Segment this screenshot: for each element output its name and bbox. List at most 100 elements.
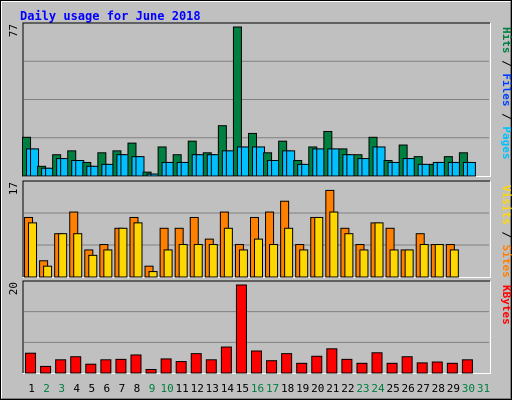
bar-kbytes-day-8 <box>130 354 142 374</box>
x-tick-label: 1 <box>28 382 35 395</box>
x-tick-label: 26 <box>402 382 415 395</box>
bar-kbytes-day-5 <box>85 363 97 374</box>
x-tick-label: 21 <box>326 382 339 395</box>
x-tick-label: 14 <box>221 382 235 395</box>
x-tick-label: 30 <box>462 382 475 395</box>
bar-sites-day-13 <box>208 244 218 278</box>
bar-kbytes-day-9 <box>145 368 157 374</box>
x-tick-label: 9 <box>149 382 156 395</box>
bar-sites-day-4 <box>73 233 83 278</box>
bar-sites-day-15 <box>238 249 248 278</box>
legend-sites: Sites <box>500 245 512 278</box>
x-tick-label: 17 <box>266 382 279 395</box>
bar-sites-day-14 <box>223 227 233 278</box>
bar-sites-day-23 <box>359 249 369 278</box>
x-tick-label: 3 <box>58 382 65 395</box>
bar-kbytes-day-17 <box>266 360 278 374</box>
bar-sites-day-3 <box>58 233 68 278</box>
plot-edge-dark <box>22 280 490 373</box>
side-legend: Hits / Files / Pages <box>500 27 512 160</box>
plot-edge-dark <box>22 180 490 277</box>
x-tick-label: 27 <box>417 382 430 395</box>
plot-edge-light <box>23 281 491 374</box>
bar-sites-day-9 <box>148 271 158 278</box>
bar-kbytes-day-25 <box>386 362 398 374</box>
bar-kbytes-day-4 <box>70 356 82 374</box>
bar-kbytes-day-27 <box>416 362 428 374</box>
bar-sites-day-11 <box>178 244 188 278</box>
bar-kbytes-day-23 <box>356 362 368 374</box>
bar-kbytes-day-20 <box>311 355 323 374</box>
x-tick-label: 29 <box>447 382 460 395</box>
bar-kbytes-day-29 <box>446 362 458 374</box>
bar-kbytes-day-11 <box>175 361 187 374</box>
legend-separator: / <box>500 54 512 74</box>
x-tick-label: 16 <box>251 382 264 395</box>
x-tick-label: 24 <box>371 382 385 395</box>
plot-edge-dark <box>22 22 490 176</box>
bar-sites-day-22 <box>344 233 354 278</box>
bar-sites-day-26 <box>404 249 414 278</box>
legend-visits: Visits <box>500 185 512 225</box>
x-tick-label: 19 <box>296 382 309 395</box>
legend-kbytes: KBytes <box>500 285 512 325</box>
legend-separator: / <box>500 225 512 245</box>
bar-kbytes-day-6 <box>100 359 112 374</box>
bar-sites-day-16 <box>254 238 263 278</box>
bar-kbytes-day-13 <box>205 359 217 374</box>
bar-kbytes-day-15 <box>235 284 247 374</box>
bar-sites-day-2 <box>43 265 53 278</box>
bar-sites-day-5 <box>88 254 98 278</box>
plot-edge-light <box>23 23 491 177</box>
bar-sites-day-29 <box>449 249 459 278</box>
bar-sites-day-18 <box>284 227 294 278</box>
legend-files: Files <box>500 73 512 106</box>
legend-separator: / <box>500 107 512 127</box>
x-tick-label: 7 <box>119 382 126 395</box>
chart-title: Daily usage for June 2018 <box>20 9 201 23</box>
bar-kbytes-day-1 <box>25 352 37 374</box>
bar-pages-day-30 <box>466 161 476 177</box>
panel-3: 20 KBytes <box>7 280 512 374</box>
bar-kbytes-day-30 <box>461 359 473 374</box>
bar-kbytes-day-12 <box>190 353 202 374</box>
x-tick-label: 8 <box>134 382 141 395</box>
bar-sites-day-25 <box>389 249 399 278</box>
x-axis-labels: 1 2 3 4 5 6 7 8 9 10 11 12 13 14 15 16 17 18 19 20 21 22 23 24 2… <box>28 382 490 395</box>
bar-pages-day-1 <box>30 148 40 177</box>
bar-kbytes-day-18 <box>281 353 293 374</box>
bar-sites-day-8 <box>133 222 143 278</box>
x-tick-label: 10 <box>160 382 173 395</box>
chart-panels: 77 Hits / Files / Pages 17 Visits / Sites 20… <box>7 22 512 374</box>
bar-sites-day-17 <box>269 244 279 278</box>
bar-sites-day-28 <box>434 244 444 278</box>
x-tick-label: 13 <box>206 382 219 395</box>
bar-kbytes-day-19 <box>296 362 308 374</box>
x-tick-label: 2 <box>43 382 50 395</box>
bar-sites-day-24 <box>374 222 384 278</box>
bar-kbytes-day-3 <box>55 359 67 374</box>
y-max-label: 17 <box>7 182 20 195</box>
bar-sites-day-10 <box>163 249 173 278</box>
bar-sites-day-7 <box>118 227 128 278</box>
x-tick-label: 23 <box>356 382 369 395</box>
panel-1: 77 Hits / Files / Pages <box>7 22 512 177</box>
x-tick-label: 25 <box>386 382 399 395</box>
x-tick-label: 18 <box>281 382 294 395</box>
x-tick-label: 28 <box>432 382 445 395</box>
x-tick-label: 6 <box>104 382 111 395</box>
bar-sites-day-12 <box>193 244 203 278</box>
x-tick-label: 22 <box>341 382 354 395</box>
legend-hits: Hits <box>500 27 512 54</box>
bar-kbytes-day-21 <box>326 348 338 374</box>
bar-sites-day-20 <box>314 216 324 278</box>
bar-kbytes-day-28 <box>431 361 443 374</box>
x-tick-label: 12 <box>191 382 204 395</box>
bar-kbytes-day-24 <box>371 352 383 374</box>
bar-pages-day-8 <box>135 156 145 177</box>
x-tick-label: 5 <box>88 382 95 395</box>
panel-2: 17 Visits / Sites <box>7 180 512 278</box>
